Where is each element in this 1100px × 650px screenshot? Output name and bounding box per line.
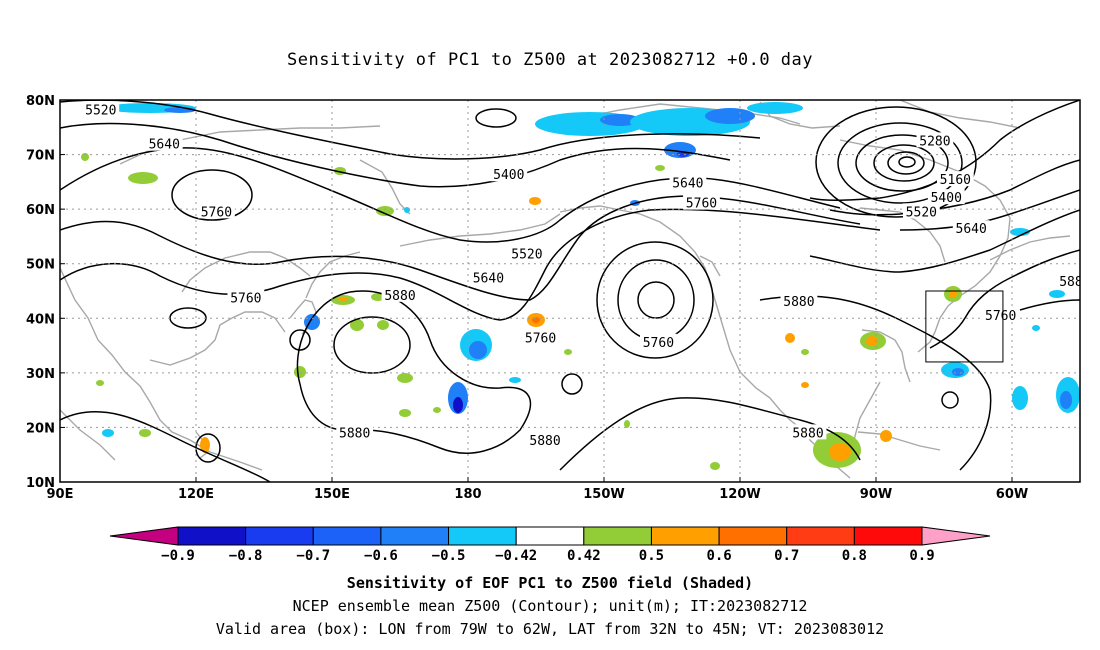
caption-shaded: Sensitivity of EOF PC1 to Z500 field (Sh… [346,574,754,592]
contour-label: 5880 [384,289,415,304]
contour-label: 5520 [85,103,116,118]
contour-label: 5280 [919,134,950,149]
contour-label-bg [936,171,974,187]
lat-tick-label: 10N [26,476,55,491]
lon-tick-label: 150E [314,487,350,502]
lon-tick-label: 120E [178,487,214,502]
contour-label: 5640 [956,222,987,237]
contour-label: 5760 [201,205,232,220]
colorbar-label: 0.9 [909,548,934,564]
colorbar-swatch [380,526,450,546]
colorbar-swatch [583,526,652,546]
contour-label-bg [780,292,818,308]
plot-title: Sensitivity of PC1 to Z500 at 2023082712… [286,50,813,70]
contour-label: 588 [1059,275,1082,290]
colorbar-label: −0.7 [296,548,330,564]
contour-label: 5760 [985,309,1016,324]
lat-tick-label: 40N [26,312,55,327]
contour-label-bg [508,245,546,261]
contour-label: 5520 [511,247,542,262]
colorbar-label: −0.5 [432,548,466,564]
contour-label-bg [982,307,1020,323]
colorbar-swatch [448,526,517,546]
contour-label-bg [145,135,183,151]
lat-tick-label: 30N [26,367,55,382]
contour-label: 5400 [493,168,524,183]
colorbar-swatch [312,526,382,546]
colorbar-label: 0.6 [706,548,731,564]
colorbar-swatch [650,526,720,546]
lon-tick-label: 150W [583,487,624,502]
colorbar-swatch [786,526,855,546]
colorbar-label: 0.42 [567,548,601,564]
contour-label-bg [381,286,419,302]
colorbar-swatch [177,526,247,546]
contour-label: 5880 [792,426,823,441]
contour-label: 5160 [940,173,971,188]
contour-label-bg [669,174,707,190]
lat-tick-label: 20N [26,421,55,436]
caption-contour: NCEP ensemble mean Z500 (Contour); unit(… [292,597,808,615]
colorbar-swatch [245,526,314,546]
contour-label: 5640 [473,271,504,286]
contour-label-bg [336,424,374,440]
sensitivity-shading [81,102,1080,470]
contour-label-bg [640,333,677,349]
colorbar-high-extension [921,526,991,546]
lon-tick-label: 60W [996,487,1028,502]
lon-tick-label: 90W [860,487,892,502]
colorbar-label: 0.8 [842,548,867,564]
colorbar-label: −0.9 [161,548,195,564]
contour-label-bg [470,269,507,285]
contour-label: 5880 [529,434,560,449]
contour-label: 5640 [149,138,180,153]
contour-label-bg [227,289,265,305]
contour-label: 5880 [339,426,370,441]
lat-tick-label: 60N [26,203,55,218]
grid-lines [60,100,1080,482]
contour-label: 5880 [783,295,814,310]
contour-label-bg [916,132,954,148]
lat-tick-label: 50N [26,258,55,273]
contour-label: 5520 [906,205,937,220]
contour-label-bg [789,424,827,440]
caption-valid-area: Valid area (box): LON from 79W to 62W, L… [215,620,885,638]
contour-label-bg [683,194,720,210]
contour-label-bg [82,101,120,117]
lon-tick-label: 90E [47,487,74,502]
contour-label: 5640 [672,176,703,191]
contour-label: 5760 [643,336,674,351]
lon-tick-label: 120W [719,487,760,502]
colorbar-label: −0.6 [364,548,398,564]
contour-label-bg [927,189,965,205]
lat-tick-label: 80N [26,94,55,109]
contour-label-bg [490,166,528,182]
contour-label: 5760 [686,197,717,212]
contour-label-bg [198,203,235,219]
contour-label: 5760 [525,331,556,346]
contour-label-bg [1056,273,1080,289]
contour-label-bg [952,220,990,236]
contour-label-bg [902,203,940,219]
colorbar-swatch [515,526,585,546]
colorbar-label: −0.42 [495,548,537,564]
colorbar-label: 0.5 [639,548,664,564]
valid-area-box [925,290,1004,363]
colorbar-label: −0.8 [229,548,263,564]
lon-tick-label: 180 [454,487,481,502]
colorbar-label: 0.7 [774,548,799,564]
colorbar-swatch [718,526,788,546]
plot-frame [59,99,1081,483]
colorbar-swatch [853,526,923,546]
contour-label: 5760 [230,292,261,307]
lat-tick-label: 70N [26,149,55,164]
contour-label-bg [526,431,564,447]
contour-label-bg [522,329,559,345]
colorbar-low-extension [109,526,179,546]
contour-label: 5400 [931,191,962,206]
